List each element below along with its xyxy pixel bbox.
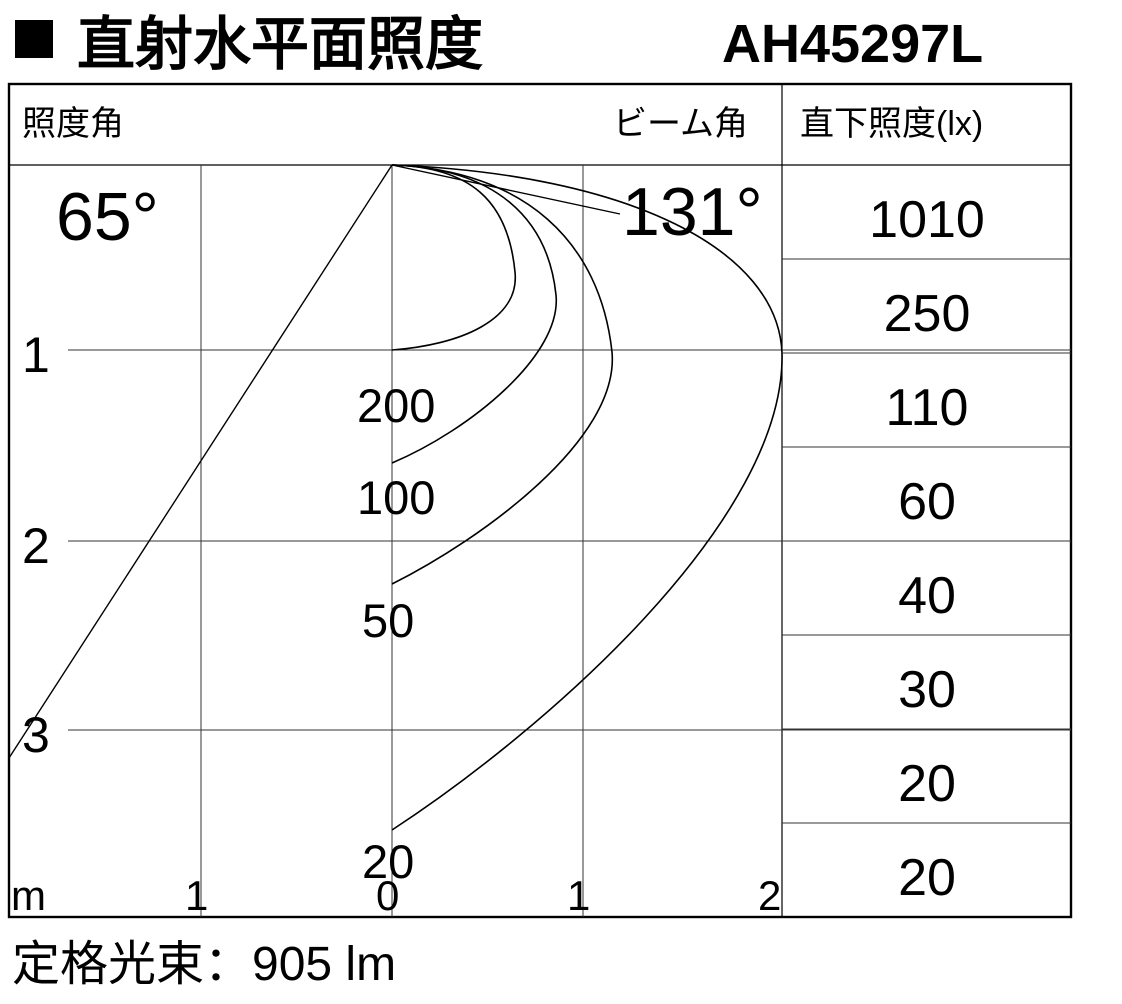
svg-text:AH45297L: AH45297L [722, 14, 983, 74]
svg-text:照度角: 照度角 [22, 105, 124, 143]
svg-text:20: 20 [898, 755, 956, 813]
svg-text:20: 20 [898, 849, 956, 907]
svg-text:200: 200 [357, 379, 435, 432]
svg-text:直下照度(lx): 直下照度(lx) [800, 105, 983, 143]
svg-text:40: 40 [898, 567, 956, 625]
svg-text:20: 20 [362, 835, 414, 888]
svg-text:30: 30 [898, 661, 956, 719]
svg-text:2: 2 [22, 518, 50, 574]
svg-text:1: 1 [22, 327, 50, 383]
svg-text:ビーム角: ビーム角 [613, 105, 748, 143]
svg-text:定格光束：905 lm: 定格光束：905 lm [12, 938, 396, 991]
svg-text:131°: 131° [622, 174, 763, 250]
svg-text:m: m [11, 872, 46, 919]
svg-text:50: 50 [362, 594, 414, 647]
svg-text:65°: 65° [56, 179, 159, 255]
svg-text:2: 2 [758, 872, 781, 919]
svg-text:1010: 1010 [869, 191, 985, 249]
svg-text:100: 100 [357, 471, 435, 524]
svg-text:直射水平面照度: 直射水平面照度 [77, 12, 483, 77]
svg-text:110: 110 [886, 379, 969, 437]
svg-text:1: 1 [185, 872, 208, 919]
svg-text:250: 250 [884, 285, 971, 343]
svg-text:60: 60 [898, 473, 956, 531]
svg-text:1: 1 [567, 872, 590, 919]
